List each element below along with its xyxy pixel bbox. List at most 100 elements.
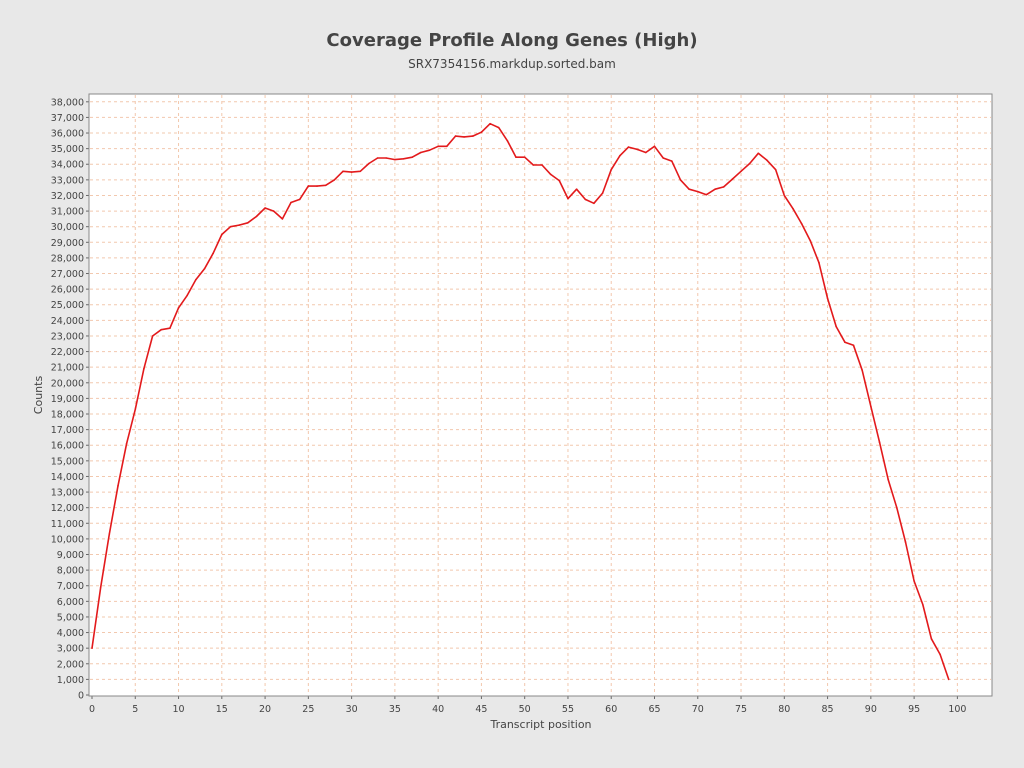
data-point: [662, 157, 664, 159]
x-tick-label: 75: [735, 704, 747, 715]
y-tick-label: 30,000: [51, 222, 84, 233]
y-tick-label: 5,000: [57, 612, 84, 623]
data-point: [748, 162, 751, 165]
x-tick-label: 35: [389, 704, 401, 715]
data-point: [489, 122, 491, 125]
y-tick-label: 1,000: [57, 675, 84, 686]
y-tick-label: 33,000: [51, 175, 84, 186]
y-tick-label: 8,000: [57, 566, 84, 577]
data-point: [740, 170, 742, 173]
data-point: [247, 222, 249, 224]
data-point: [229, 225, 232, 228]
data-point: [913, 580, 915, 582]
x-tick-label: 100: [948, 704, 966, 715]
data-point: [350, 171, 353, 173]
x-tick-label: 10: [172, 704, 184, 715]
y-tick-label: 3,000: [57, 644, 84, 655]
chart-title: Coverage Profile Along Genes (High): [326, 30, 698, 51]
x-tick-label: 25: [302, 704, 314, 715]
y-tick-label: 10,000: [51, 534, 84, 545]
y-tick-label: 31,000: [51, 207, 84, 218]
data-point: [125, 442, 128, 445]
data-point: [671, 160, 673, 162]
x-tick-label: 0: [89, 704, 95, 715]
data-point: [316, 185, 318, 187]
data-point: [151, 335, 154, 337]
data-point: [653, 145, 656, 148]
data-point: [454, 135, 457, 137]
data-point: [870, 405, 872, 408]
data-point: [714, 188, 716, 190]
y-tick-label: 29,000: [51, 238, 84, 249]
data-point: [143, 367, 145, 370]
data-point: [428, 149, 431, 151]
coverage-series-line: [91, 122, 950, 680]
data-point: [160, 328, 162, 331]
data-point: [826, 297, 829, 300]
data-point: [385, 157, 388, 159]
data-point: [169, 327, 171, 330]
y-tick-label: 4,000: [57, 628, 84, 639]
y-tick-label: 28,000: [51, 253, 84, 264]
y-tick-label: 18,000: [51, 410, 84, 421]
data-point: [506, 140, 509, 142]
data-point: [792, 207, 794, 210]
data-point: [809, 239, 812, 242]
data-point: [766, 159, 768, 162]
data-point: [575, 188, 578, 190]
data-point: [861, 369, 863, 372]
data-point: [402, 158, 405, 160]
y-tick-label: 37,000: [51, 113, 84, 124]
data-point: [195, 279, 197, 281]
data-point: [532, 164, 535, 166]
x-tick-label: 20: [259, 704, 271, 715]
data-point: [359, 170, 362, 173]
y-tick-label: 9,000: [57, 550, 84, 561]
data-point: [852, 344, 855, 347]
y-tick-label: 7,000: [57, 581, 84, 592]
y-tick-label: 6,000: [57, 597, 84, 608]
y-tick-label: 2,000: [57, 659, 84, 670]
data-point: [420, 151, 422, 154]
data-point: [186, 294, 188, 297]
data-point: [272, 210, 275, 212]
data-point: [947, 678, 950, 681]
data-point: [515, 156, 517, 158]
x-tick-label: 15: [216, 704, 228, 715]
axis-ticks: 0 1,000 2,000 3,000 4,000 5,000 6,000 7,000 8,00…: [51, 97, 967, 715]
x-tick-label: 30: [346, 704, 358, 715]
data-point: [601, 192, 604, 194]
y-tick-label: 20,000: [51, 378, 84, 389]
y-tick-label: 16,000: [51, 441, 84, 452]
data-point: [333, 179, 336, 181]
y-axis-label: Counts: [32, 376, 45, 415]
x-tick-label: 80: [778, 704, 790, 715]
data-point: [480, 131, 483, 133]
data-point: [930, 638, 933, 640]
data-point: [783, 194, 786, 197]
y-tick-label: 19,000: [51, 394, 84, 405]
data-point: [896, 506, 898, 509]
data-point: [688, 188, 690, 190]
data-point: [221, 233, 223, 236]
data-point: [593, 202, 595, 205]
x-tick-label: 70: [692, 704, 704, 715]
data-point: [722, 186, 725, 188]
data-point: [619, 154, 621, 157]
data-point: [324, 184, 327, 187]
data-point: [212, 252, 214, 254]
y-tick-label: 0: [78, 691, 84, 702]
y-tick-label: 26,000: [51, 285, 84, 296]
data-point: [549, 173, 552, 176]
data-point: [255, 215, 258, 218]
y-tick-label: 27,000: [51, 269, 84, 280]
y-tick-label: 38,000: [51, 97, 84, 108]
data-point: [117, 485, 119, 487]
data-point: [376, 157, 379, 159]
series-group: [91, 122, 950, 681]
data-point: [844, 341, 846, 344]
data-point: [437, 145, 440, 148]
x-axis-label: Transcript position: [489, 718, 591, 731]
data-point: [238, 224, 240, 226]
